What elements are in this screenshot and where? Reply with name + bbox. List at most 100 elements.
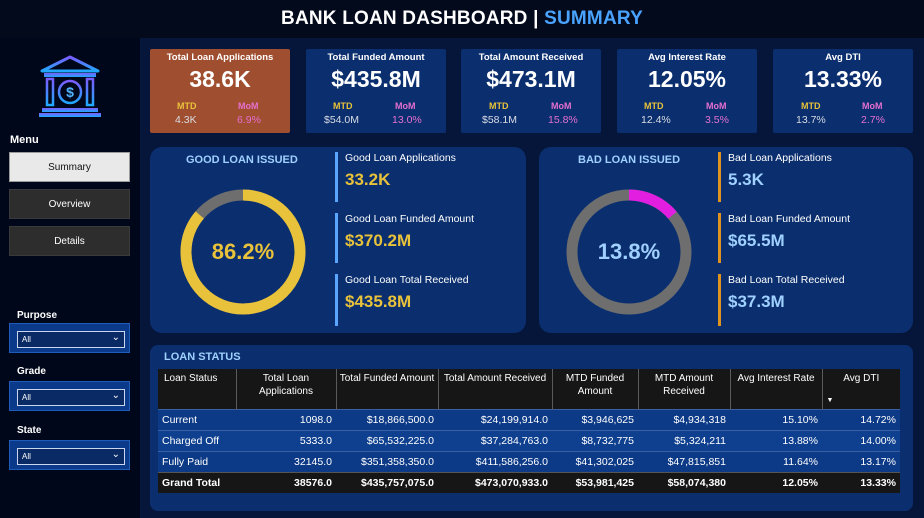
stat-value: $65.5M (728, 231, 785, 250)
table-cell: Grand Total (158, 471, 236, 493)
table-cell: $65,532,225.0 (336, 429, 438, 451)
dashboard-title-bar: BANK LOAN DASHBOARD | SUMMARY (0, 0, 924, 38)
table-cell: 12.05% (730, 471, 822, 493)
state-filter: All ⌄ (9, 440, 130, 470)
table-cell: 15.10% (730, 408, 822, 430)
grade-select[interactable]: All ⌄ (17, 389, 125, 406)
kpi-mtd-label: MTD (644, 101, 664, 111)
stat-label: Good Loan Total Received (345, 274, 469, 286)
bank-dollar-icon: $ (39, 55, 101, 117)
good-loan-panel: GOOD LOAN ISSUED 86.2% Good Loan Applica… (150, 147, 526, 333)
kpi-mom-label: MoM (862, 101, 883, 111)
chevron-down-icon: ⌄ (111, 332, 120, 343)
kpi-value: 13.33% (803, 66, 882, 92)
menu-details-button[interactable]: Details (9, 226, 130, 256)
table-cell: $411,586,256.0 (438, 450, 552, 472)
kpi-mom-value: 15.8% (548, 114, 578, 126)
table-cell: $3,946,625 (552, 408, 638, 430)
kpi-value: 38.6K (189, 66, 251, 92)
table-cell: 13.17% (822, 450, 900, 472)
table-cell: Current (158, 408, 236, 430)
column-header[interactable]: Total Funded Amount (336, 369, 439, 409)
bad-loan-arc (566, 189, 692, 315)
table-cell: $47,815,851 (638, 450, 730, 472)
table-row: Charged Off 5333.0 $65,532,225.0 $37,284… (158, 429, 900, 451)
table-cell: $5,324,211 (638, 429, 730, 451)
table-cell: $37,284,763.0 (438, 429, 552, 451)
stat-label: Bad Loan Total Received (728, 274, 845, 286)
kpi-mtd-label: MTD (177, 101, 197, 111)
kpi-mtd-value: $54.0M (324, 114, 360, 126)
column-header[interactable]: Loan Status (158, 369, 237, 409)
kpi-mtd-value: 13.7% (796, 114, 826, 126)
dashboard-title-accent: SUMMARY (544, 8, 643, 29)
stat-label: Bad Loan Applications (728, 152, 832, 164)
table-cell: 5333.0 (236, 429, 336, 451)
column-header[interactable]: Total Loan Applications (236, 369, 337, 409)
table-cell: $53,981,425 (552, 471, 638, 493)
kpi-mtd-value: 4.3K (175, 114, 197, 126)
state-filter-label: State (17, 425, 42, 436)
sort-descending-icon: ▼ (826, 397, 834, 405)
column-header[interactable]: MTD Funded Amount (552, 369, 639, 409)
kpi-total-loan-applications: Total Loan Applications 38.6K MTD MoM 4.… (150, 49, 290, 133)
kpi-avg-interest-rate: Avg Interest Rate 12.05% MTD MoM 12.4% 3… (617, 49, 757, 133)
chevron-down-icon: ⌄ (111, 449, 120, 460)
kpi-mom-value: 3.5% (705, 114, 729, 126)
stat-value: 33.2K (345, 170, 391, 189)
column-header-sorted[interactable]: Avg DTI ▼ (822, 369, 900, 409)
table-cell: $58,074,380 (638, 471, 730, 493)
loan-status-table: Loan Status Total Loan Applications Tota… (158, 369, 900, 493)
chevron-down-icon: ⌄ (111, 390, 120, 401)
kpi-value: $435.8M (331, 66, 421, 92)
kpi-mom-value: 2.7% (861, 114, 885, 126)
kpi-total-amount-received: Total Amount Received $473.1M MTD MoM $5… (461, 49, 601, 133)
column-header[interactable]: Avg Interest Rate (730, 369, 823, 409)
menu-overview-button[interactable]: Overview (9, 189, 130, 219)
table-cell: 38576.0 (236, 471, 336, 493)
stat-value: $37.3M (728, 292, 785, 311)
table-cell: 13.88% (730, 429, 822, 451)
bad-loan-applications-stat: Bad Loan Applications 5.3K (718, 152, 832, 202)
table-cell: $4,934,318 (638, 408, 730, 430)
stat-label: Bad Loan Funded Amount (728, 213, 851, 225)
loan-status-panel: LOAN STATUS Loan Status Total Loan Appli… (150, 345, 913, 511)
table-cell: 32145.0 (236, 450, 336, 472)
table-cell: Fully Paid (158, 450, 236, 472)
bad-loan-funded-stat: Bad Loan Funded Amount $65.5M (718, 213, 850, 263)
table-cell: $41,302,025 (552, 450, 638, 472)
bad-loan-donut: 13.8% (564, 187, 694, 317)
table-row: Fully Paid 32145.0 $351,358,350.0 $411,5… (158, 450, 900, 472)
kpi-mom-label: MoM (395, 101, 416, 111)
kpi-mtd-value: 12.4% (641, 114, 671, 126)
dashboard-title: BANK LOAN DASHBOARD | (281, 8, 539, 29)
kpi-mom-value: 6.9% (237, 114, 261, 126)
menu-title: Menu (10, 134, 39, 146)
table-cell: $473,070,933.0 (438, 471, 552, 493)
table-header-row: Loan Status Total Loan Applications Tota… (158, 369, 900, 409)
table-total-row: Grand Total 38576.0 $435,757,075.0 $473,… (158, 471, 900, 493)
kpi-avg-dti: Avg DTI 13.33% MTD MoM 13.7% 2.7% (773, 49, 913, 133)
good-loan-received-stat: Good Loan Total Received $435.8M (335, 274, 469, 326)
grade-filter: All ⌄ (9, 381, 130, 411)
kpi-title: Total Loan Applications (166, 52, 274, 63)
kpi-title: Avg Interest Rate (648, 52, 726, 63)
kpi-mom-label: MoM (706, 101, 727, 111)
column-header[interactable]: Total Amount Received (438, 369, 553, 409)
bad-loan-percent: 13.8% (597, 239, 661, 264)
purpose-select-value: All (22, 335, 31, 344)
state-select[interactable]: All ⌄ (17, 448, 125, 465)
bad-loan-received-stat: Bad Loan Total Received $37.3M (718, 274, 845, 326)
purpose-select[interactable]: All ⌄ (17, 331, 125, 348)
kpi-title: Total Funded Amount (327, 52, 425, 63)
column-header[interactable]: MTD Amount Received (638, 369, 731, 409)
stat-value: 5.3K (728, 170, 764, 189)
column-header-label: Avg DTI (843, 373, 880, 384)
kpi-mom-label: MoM (551, 101, 572, 111)
table-cell: Charged Off (158, 429, 236, 451)
good-loan-applications-stat: Good Loan Applications 33.2K (335, 152, 456, 202)
table-cell: $18,866,500.0 (336, 408, 438, 430)
table-cell: 14.72% (822, 408, 900, 430)
kpi-title: Total Amount Received (478, 52, 584, 63)
menu-summary-button[interactable]: Summary (9, 152, 130, 182)
